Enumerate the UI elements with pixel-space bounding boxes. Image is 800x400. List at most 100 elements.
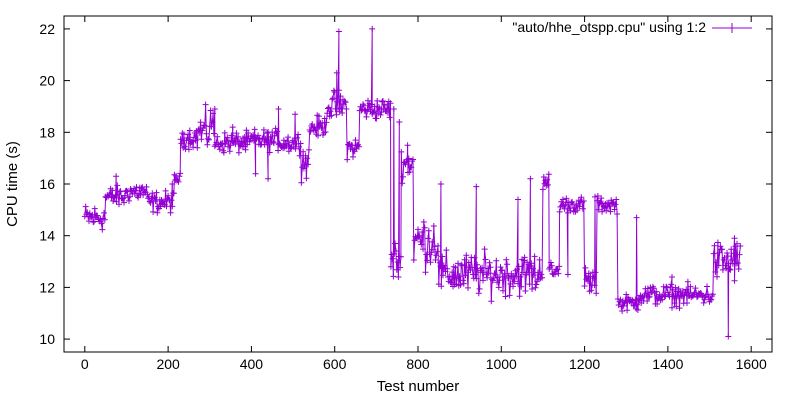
y-tick-label: 22 [39, 21, 55, 37]
data-point [581, 283, 588, 289]
data-point [735, 266, 742, 272]
data-point [393, 266, 400, 273]
data-point [463, 252, 470, 259]
data-point [538, 271, 545, 278]
data-point [337, 93, 344, 100]
data-point [632, 296, 639, 303]
data-point [473, 183, 480, 190]
data-point [476, 285, 483, 292]
data-point [545, 171, 552, 178]
data-point [500, 287, 506, 294]
data-point [607, 208, 614, 215]
data-point [724, 250, 730, 256]
data-point [202, 101, 209, 108]
data-point [723, 265, 730, 272]
data-point [329, 96, 336, 103]
data-point [370, 108, 377, 115]
data-point [567, 207, 574, 214]
data-point [82, 203, 89, 210]
data-point [432, 257, 439, 263]
data-point [574, 207, 581, 214]
data-point [480, 277, 486, 284]
data-point [321, 115, 328, 122]
data-point [318, 125, 325, 131]
data-point [331, 89, 338, 95]
data-point [522, 288, 529, 294]
data-point [719, 246, 725, 253]
data-point [552, 271, 558, 278]
data-point [342, 99, 349, 106]
y-tick-label: 12 [39, 279, 55, 295]
data-point [390, 106, 397, 112]
data-point [233, 130, 240, 137]
data-point [369, 25, 376, 32]
data-point [643, 290, 650, 297]
data-point [564, 271, 571, 278]
data-point [662, 293, 669, 299]
data-point [220, 149, 227, 156]
data-point [710, 250, 717, 257]
data-point [169, 181, 176, 187]
data-point [333, 69, 340, 76]
data-point [593, 290, 600, 297]
data-point [415, 226, 421, 233]
data-point [410, 156, 416, 163]
data-point [350, 153, 356, 160]
data-point [242, 146, 249, 153]
data-point [208, 123, 215, 130]
data-point [479, 264, 486, 271]
data-point [424, 257, 431, 264]
data-point [399, 180, 406, 187]
data-point [515, 263, 522, 270]
data-point [240, 143, 247, 150]
data-point [526, 281, 533, 288]
data-point [731, 277, 738, 284]
data-point [355, 143, 362, 150]
data-point [563, 195, 570, 202]
data-point [596, 199, 603, 206]
data-point [606, 203, 613, 210]
data-point [556, 208, 563, 215]
data-point [719, 266, 726, 273]
data-point [435, 242, 441, 249]
data-point [469, 264, 476, 271]
x-tick-label: 1600 [736, 356, 767, 372]
data-point [186, 127, 193, 134]
data-point [126, 197, 132, 204]
data-point [292, 111, 299, 118]
data-point [241, 134, 248, 140]
data-point [520, 257, 527, 264]
data-point [210, 110, 217, 117]
data-point [168, 197, 175, 204]
data-point [101, 209, 107, 216]
data-point [152, 198, 159, 205]
data-point [307, 128, 314, 135]
data-point [214, 133, 221, 140]
data-point [132, 187, 139, 194]
data-point [438, 283, 445, 290]
data-point [592, 269, 599, 276]
data-point [211, 106, 218, 112]
data-point [721, 254, 728, 261]
data-point [714, 273, 720, 280]
data-point [465, 259, 472, 266]
data-point [121, 192, 128, 199]
data-point [264, 130, 271, 137]
data-point [195, 126, 202, 133]
data-point [488, 298, 495, 305]
data-point [338, 105, 345, 111]
data-point [266, 149, 273, 156]
data-point [255, 132, 262, 139]
data-point [116, 188, 123, 195]
data-point [591, 282, 598, 289]
data-point [487, 264, 494, 271]
data-point [614, 211, 621, 217]
data-point [262, 135, 269, 142]
data-point [315, 132, 321, 139]
data-point [521, 254, 528, 261]
data-point [510, 283, 516, 290]
data-point [203, 130, 210, 137]
y-tick-label: 14 [39, 228, 55, 244]
data-point [149, 190, 156, 197]
data-point [305, 161, 312, 168]
